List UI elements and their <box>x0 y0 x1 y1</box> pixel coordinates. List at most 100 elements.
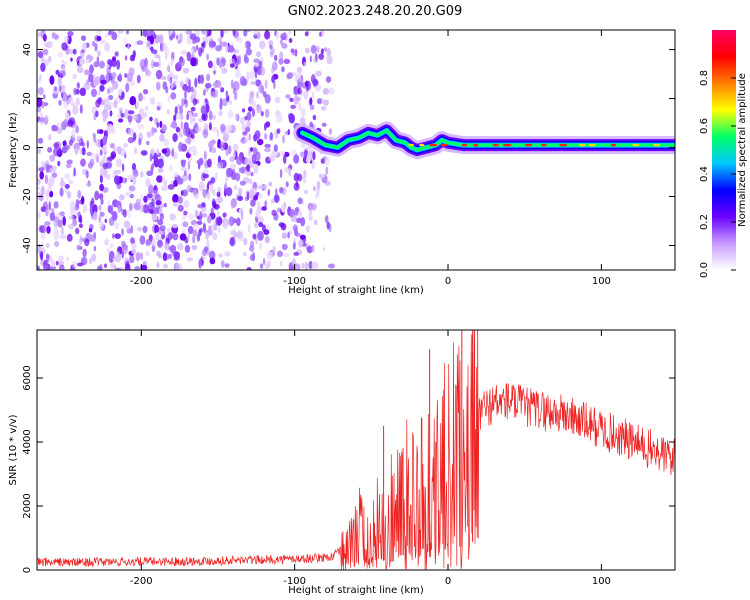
noise-speck <box>126 30 129 35</box>
noise-speck <box>60 226 64 236</box>
noise-speck <box>220 87 225 93</box>
noise-speck <box>166 227 171 233</box>
noise-speck <box>157 158 164 169</box>
noise-speck <box>74 147 79 155</box>
noise-speck <box>299 234 306 240</box>
noise-speck <box>61 177 64 182</box>
noise-speck <box>43 263 49 270</box>
noise-speck <box>126 209 131 219</box>
noise-speck <box>183 210 188 216</box>
noise-speck <box>137 123 144 130</box>
noise-speck <box>48 201 51 211</box>
noise-speck <box>243 42 247 49</box>
noise-speck <box>235 35 240 42</box>
noise-speck <box>254 63 259 68</box>
noise-speck <box>102 143 108 153</box>
noise-speck <box>249 254 255 261</box>
noise-speck <box>218 253 223 258</box>
noise-speck <box>54 240 60 248</box>
noise-speck <box>160 42 166 52</box>
noise-speck <box>226 220 230 226</box>
noise-speck <box>194 30 201 37</box>
noise-speck <box>117 107 124 112</box>
noise-speck <box>106 246 111 254</box>
noise-speck <box>208 140 214 149</box>
noise-speck <box>283 253 290 258</box>
noise-speck <box>167 63 170 72</box>
noise-speck <box>256 91 259 99</box>
noise-speck <box>142 204 150 214</box>
noise-speck <box>311 91 315 99</box>
noise-speck <box>206 239 210 248</box>
noise-speck <box>279 168 283 179</box>
noise-speck <box>192 235 196 244</box>
noise-speck <box>177 204 184 212</box>
noise-speck <box>75 125 79 134</box>
noise-speck <box>285 94 291 99</box>
noise-speck <box>186 257 193 262</box>
noise-speck <box>219 141 226 151</box>
noise-speck <box>58 147 62 153</box>
noise-speck <box>184 170 187 177</box>
noise-speck <box>148 202 155 211</box>
noise-speck <box>108 101 114 108</box>
noise-speck <box>127 174 134 181</box>
noise-speck <box>49 154 56 162</box>
noise-speck <box>54 86 57 92</box>
noise-speck <box>184 89 187 100</box>
noise-speck <box>299 117 306 126</box>
noise-speck <box>114 175 120 185</box>
noise-speck <box>323 247 326 252</box>
noise-speck <box>136 40 144 45</box>
noise-speck <box>325 76 332 83</box>
noise-speck <box>183 200 190 209</box>
noise-speck <box>82 248 87 258</box>
noise-speck <box>282 32 287 41</box>
noise-speck <box>206 191 211 200</box>
noise-speck <box>321 122 327 127</box>
noise-speck <box>82 42 85 50</box>
noise-speck <box>50 265 56 270</box>
noise-speck <box>102 110 108 119</box>
noise-speck <box>270 198 275 204</box>
noise-speck <box>234 93 237 101</box>
noise-speck <box>247 106 253 112</box>
noise-speck <box>240 211 244 221</box>
noise-speck <box>211 198 216 208</box>
noise-speck <box>312 151 316 161</box>
x-tick-label: 0 <box>445 276 451 287</box>
noise-speck <box>109 250 115 260</box>
noise-speck <box>235 72 241 79</box>
noise-speck <box>122 177 126 184</box>
noise-speck <box>88 228 93 233</box>
noise-speck <box>86 182 92 187</box>
noise-speck <box>207 35 214 43</box>
noise-speck <box>96 56 100 65</box>
noise-speck <box>316 98 322 105</box>
noise-speck <box>107 59 113 65</box>
noise-speck <box>79 57 85 66</box>
noise-speck <box>151 213 158 221</box>
noise-speck <box>179 105 183 115</box>
noise-speck <box>127 43 130 50</box>
noise-speck <box>167 74 170 82</box>
noise-speck <box>278 57 284 65</box>
noise-speck <box>261 224 266 233</box>
spectrogram-y-ticks: -40 -20 0 20 40 <box>22 43 675 254</box>
noise-speck <box>109 243 114 249</box>
noise-speck <box>37 265 41 270</box>
noise-speck <box>264 235 270 244</box>
noise-speck <box>99 211 105 217</box>
noise-speck <box>123 38 127 44</box>
noise-speck <box>309 55 312 63</box>
noise-speck <box>192 229 198 237</box>
y-tick-label: 0 <box>22 567 33 573</box>
noise-speck <box>249 178 253 185</box>
noise-speck <box>288 112 294 120</box>
noise-speck <box>170 92 177 100</box>
noise-speck <box>249 245 254 252</box>
noise-speck <box>180 166 187 171</box>
noise-speck <box>58 255 64 262</box>
noise-speck <box>70 201 75 211</box>
noise-speck <box>210 185 214 194</box>
